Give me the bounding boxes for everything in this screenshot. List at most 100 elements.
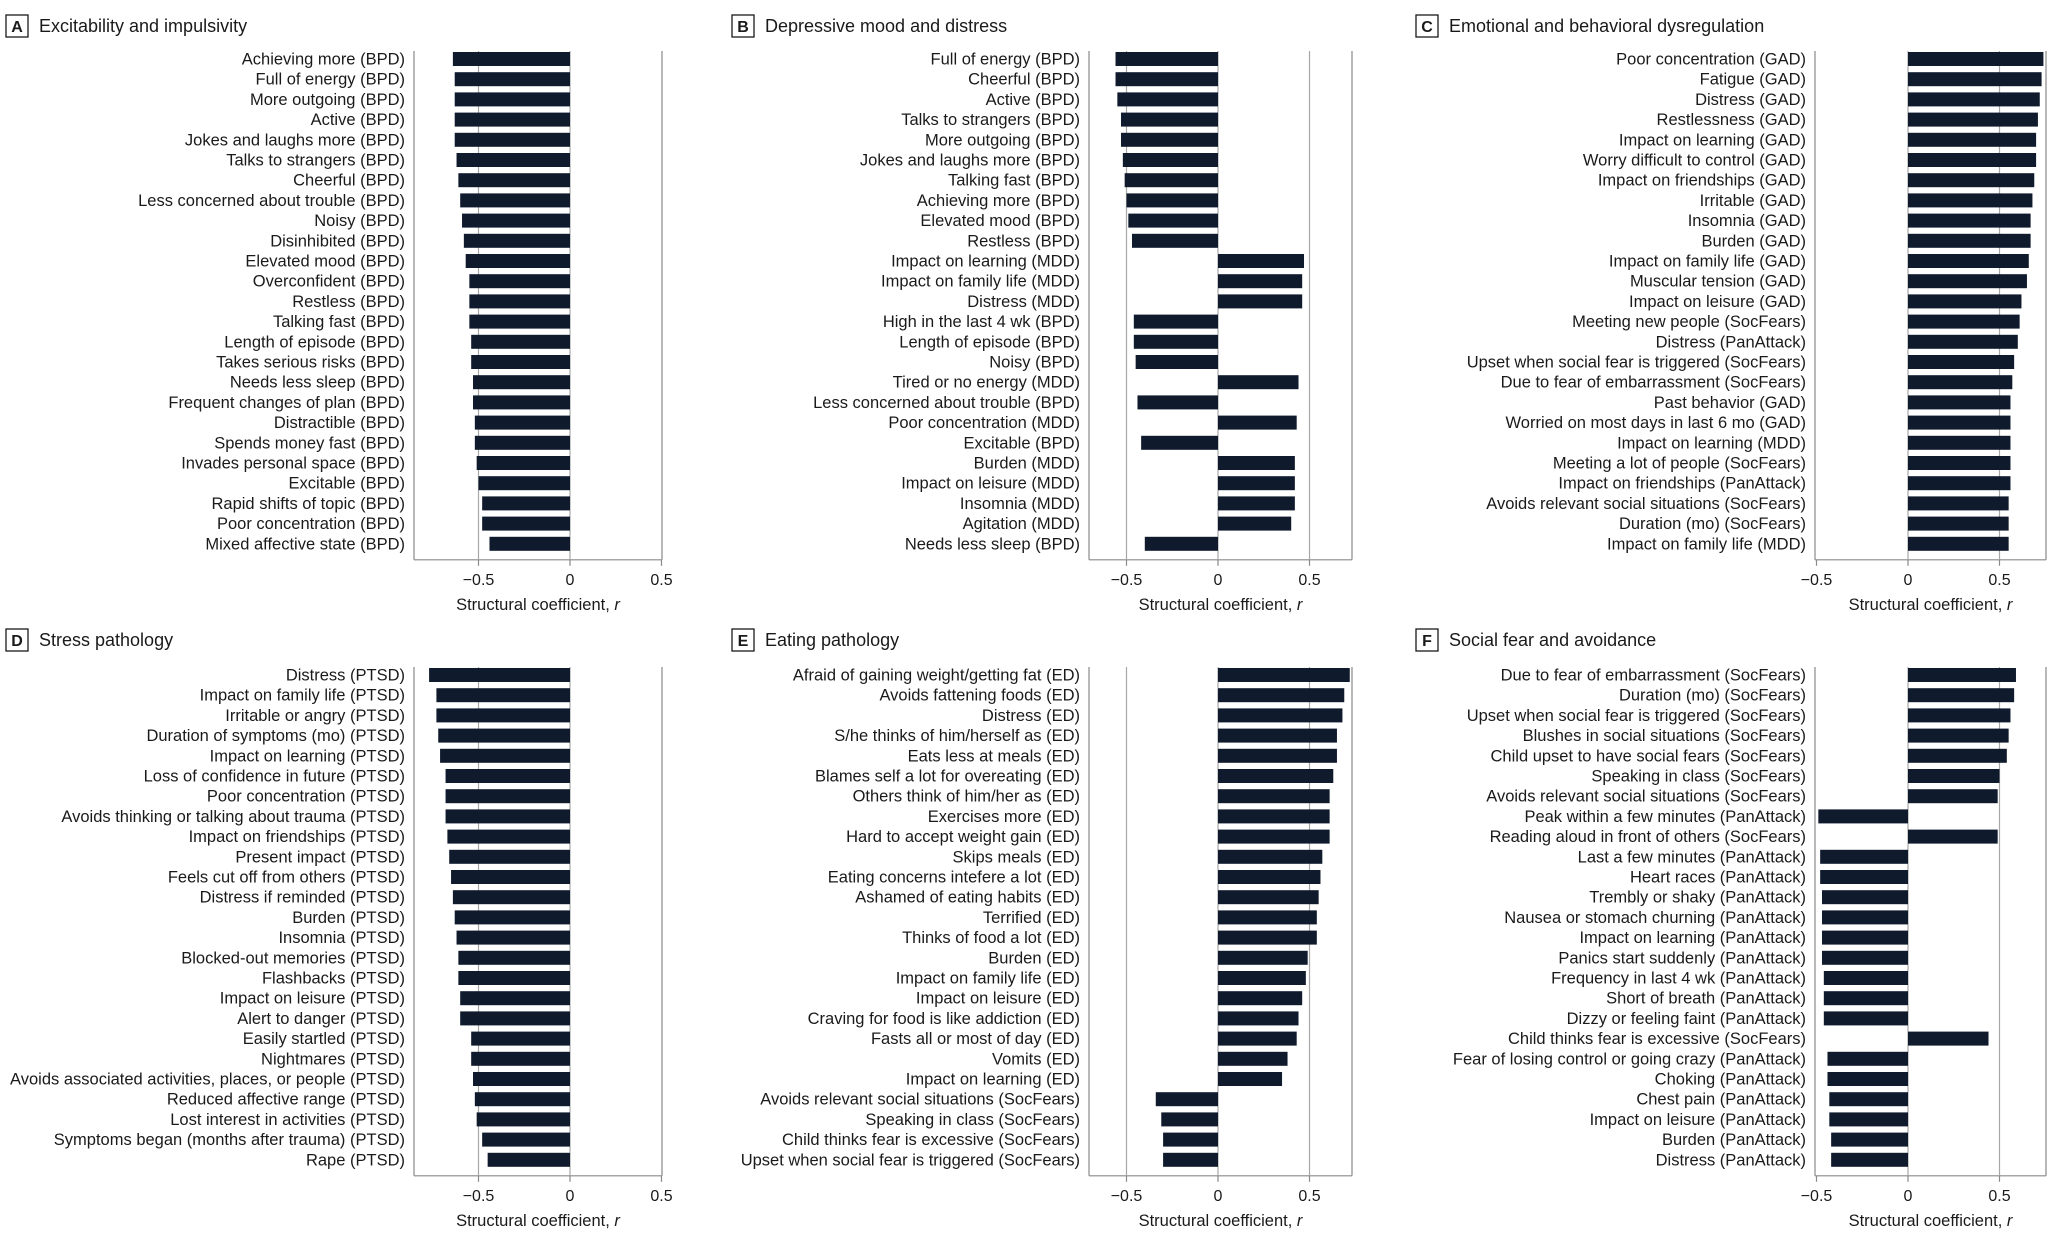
bar [1908,92,2040,107]
category-label: Frequency in last 4 wk (PanAttack) [1551,970,1806,988]
x-tick-label: −0.5 [463,1188,495,1205]
category-label: Impact on leisure (GAD) [1629,293,1806,311]
bar [471,1051,570,1066]
category-label: Cheerful (BPD) [968,71,1080,89]
category-label: Past behavior (GAD) [1654,394,1806,412]
category-label: Active (BPD) [311,111,405,129]
category-label: Poor concentration (BPD) [217,515,405,533]
category-label: Nausea or stomach churning (PanAttack) [1504,909,1806,927]
category-label: Avoids relevant social situations (SocFe… [760,1091,1080,1109]
bar [471,355,570,369]
bar [460,991,570,1006]
category-label: Jokes and laughs more (BPD) [185,131,405,149]
panel-title: Social fear and avoidance [1449,630,1656,650]
bar [471,1031,570,1046]
category-label: Takes serious risks (BPD) [216,354,405,372]
category-label: Tired or no energy (MDD) [893,374,1080,392]
category-label: Impact on family life (MDD) [881,273,1080,291]
bar [474,415,570,430]
category-label: Due to fear of embarrassment (SocFears) [1501,667,1806,685]
panel-e: E Eating pathology −0.5 0 0.5 Structural coef… [731,628,1353,1230]
x-tick-label: 0 [1214,572,1223,589]
bar [1218,971,1306,985]
bar [1218,476,1295,491]
category-label: Active (BPD) [986,91,1080,109]
category-label: Distress (ED) [982,707,1080,725]
bar [1218,809,1330,824]
bar [1908,132,2037,147]
bar [1818,809,1908,824]
x-tick-label: −0.5 [1111,572,1143,589]
category-label: Exercises more (ED) [928,808,1080,826]
bar [1823,1011,1908,1026]
category-label: Panics start suddenly (PanAttack) [1558,949,1806,967]
category-label: Last a few minutes (PanAttack) [1578,848,1806,866]
bar [1908,274,2027,289]
category-label: Speaking in class (SocFears) [865,1111,1080,1129]
panel-title: Emotional and behavioral dysregulation [1449,16,1764,36]
category-label: Talking fast (BPD) [948,172,1080,190]
bar [1218,890,1319,905]
category-label: Duration (mo) (SocFears) [1619,515,1806,533]
category-label: Upset when social fear is triggered (Soc… [1467,354,1806,372]
bar [1131,233,1218,248]
panel-d: D Stress pathology −0.5 0 0.5 Structural coef… [5,628,673,1230]
bar [1218,496,1295,511]
bar [1821,950,1908,965]
category-label: Heart races (PanAttack) [1630,869,1806,887]
bar [1908,456,2011,470]
category-label: Blocked-out memories (PTSD) [181,949,405,967]
bar [452,890,570,905]
category-label: Irritable or angry (PTSD) [225,707,405,725]
bar [1218,728,1337,743]
category-label: Impact on learning (GAD) [1619,131,1806,149]
bar [1908,355,2015,369]
panel-f: F Social fear and avoidance −0.5 0 0.5 Struct… [1415,628,2047,1230]
category-label: Mixed affective state (BPD) [205,535,405,553]
bar [1908,294,2022,309]
bar [1827,1051,1908,1066]
bar [1908,375,2013,390]
category-label: Impact on friendships (GAD) [1598,172,1806,190]
bar [449,849,570,864]
bar [1124,173,1218,188]
category-label: Impact on leisure (MDD) [901,475,1080,493]
bar [1218,991,1303,1006]
bar [1823,971,1908,985]
bar [1218,789,1330,804]
panel-b: B Depressive mood and distress −0.5 0 0.5 Str… [731,14,1353,614]
x-tick-label: −0.5 [1801,1188,1833,1205]
bar [463,233,570,248]
panel-letter: A [11,19,23,36]
bar [458,173,570,188]
bar [1908,708,2011,723]
bar [1122,153,1218,167]
category-label: Elevated mood (BPD) [245,253,405,271]
bar [1218,456,1295,470]
x-tick-label: −0.5 [1801,572,1833,589]
bar [1218,769,1334,783]
category-label: Cheerful (BPD) [293,172,405,190]
category-label: Restlessness (GAD) [1657,111,1806,129]
bar [1908,829,1998,844]
bar [1163,1132,1218,1147]
category-label: Agitation (MDD) [963,515,1080,533]
bar [1908,688,2015,703]
x-axis-label: Structural coefficient, r [1849,596,2014,614]
x-tick-label: −0.5 [1111,1188,1143,1205]
bar [1908,769,2000,783]
panel-a: A Excitability and impulsivity −0.5 0 0.5 Str… [5,14,673,614]
bar [482,1132,570,1147]
panel-c: C Emotional and behavioral dysregulation −… [1415,14,2047,614]
category-label: Burden (PTSD) [292,909,405,927]
bar [469,314,570,329]
bar [1908,415,2011,430]
bar [1821,930,1908,945]
bar [429,668,570,682]
bar [1218,950,1308,965]
bar [1137,395,1218,410]
panel-letter-box [1415,628,1439,652]
bar [1908,516,2009,531]
category-label: Child thinks fear is excessive (SocFears… [1508,1030,1806,1048]
bar [469,294,570,309]
